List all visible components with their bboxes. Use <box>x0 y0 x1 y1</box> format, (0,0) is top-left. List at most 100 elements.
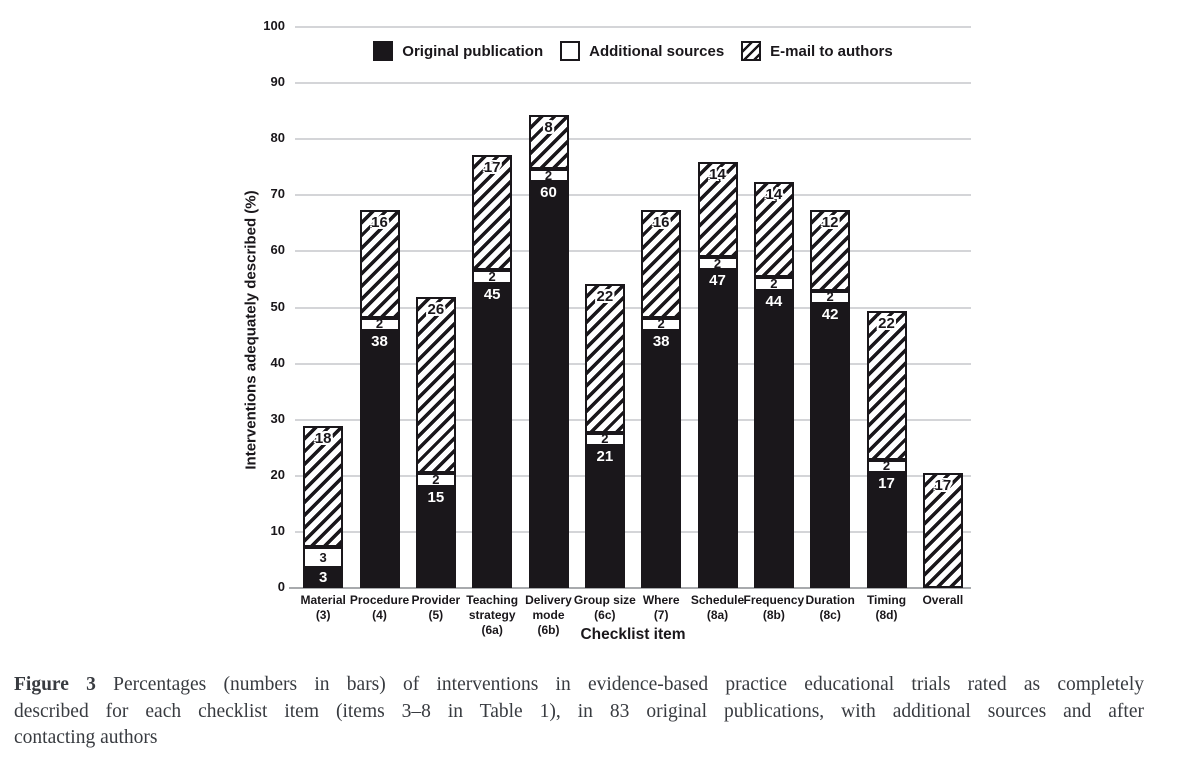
bar-segment-solid: 38 <box>359 331 400 588</box>
bar-segment-value: 38 <box>652 333 670 351</box>
bar-teaching-strategy: 45 2 17 <box>472 155 513 588</box>
bar-delivery-mode: 60 2 8 <box>528 114 569 588</box>
bar-segment-solid: 21 <box>584 446 625 588</box>
bar-duration: 42 2 12 <box>810 209 851 588</box>
y-axis-tick: 50 <box>270 298 285 314</box>
bar-segment-hatch: 12 <box>810 209 851 291</box>
gridline <box>295 138 971 141</box>
y-axis-tick: 70 <box>270 186 285 202</box>
x-axis-label-code: (8d) <box>875 608 898 622</box>
bar-segment-open: 2 <box>359 316 400 332</box>
x-axis-label-delivery-mode: Delivery mode (6b) <box>516 593 582 638</box>
bar-segment-value: 2 <box>432 471 440 487</box>
caption-line: Figure 3 Percentages (numbers in bars) o… <box>14 672 1144 699</box>
x-axis-label-name: Procedure <box>349 593 410 607</box>
y-axis-tick: 0 <box>277 579 285 594</box>
bar-segment-solid: 42 <box>810 304 851 588</box>
bar-segment-value: 2 <box>488 269 496 285</box>
bar-segment-hatch: 16 <box>359 209 400 318</box>
bar-segment-value: 22 <box>878 314 895 332</box>
gridline <box>295 26 971 28</box>
stacked-bar-chart: Original publication Additional sources … <box>242 18 971 643</box>
bar-segment-value: 14 <box>709 166 726 184</box>
x-axis-label-code: (8c) <box>819 608 841 622</box>
bar-segment-value: 2 <box>713 255 722 271</box>
bar-segment-hatch: 17 <box>922 473 963 588</box>
x-axis-label-code: (3) <box>315 608 331 622</box>
y-axis-tick: 90 <box>270 74 285 90</box>
legend-item-email-to-authors: E-mail to authors <box>741 41 893 61</box>
x-axis-label-material: Material (3) <box>290 593 356 623</box>
bar-segment-solid: 38 <box>641 331 682 588</box>
bar-segment-value: 38 <box>371 333 388 351</box>
bar-segment-value: 2 <box>375 316 384 332</box>
bar-segment-solid: 3 <box>303 567 344 588</box>
x-axis-label-teaching-strategy: Teaching strategy (6a) <box>459 593 525 638</box>
y-axis-tick: 20 <box>270 466 285 482</box>
bar-segment-hatch: 26 <box>415 297 456 474</box>
legend-item-original-publication: Original publication <box>373 41 543 61</box>
bar-segment-value: 17 <box>878 475 895 493</box>
bar-procedure: 38 2 16 <box>359 209 400 588</box>
bar-segment-value: 8 <box>544 118 553 136</box>
x-axis-label-name: Where <box>642 593 680 607</box>
y-axis-tick: 40 <box>270 354 285 370</box>
bar-segment-value: 2 <box>601 431 609 447</box>
bar-overall: 17 <box>922 473 963 588</box>
x-axis-label-name: Timing <box>866 593 907 607</box>
y-axis-title: Interventions adequately described (%) <box>242 190 260 470</box>
open-swatch-icon <box>560 41 581 61</box>
bar-segment-hatch: 16 <box>641 209 682 318</box>
bar-segment-value: 47 <box>709 272 726 290</box>
bar-provider: 15 2 26 <box>415 297 456 588</box>
legend-item-additional-sources: Additional sources <box>560 41 724 61</box>
gridline <box>295 474 971 477</box>
x-axis-label-code: (8b) <box>762 608 785 622</box>
bar-segment-hatch: 17 <box>472 155 513 271</box>
bar-segment-value: 17 <box>934 477 952 495</box>
gridline <box>295 82 971 85</box>
gridline <box>295 362 971 365</box>
bar-segment-value: 21 <box>596 448 614 466</box>
bar-segment-open: 2 <box>528 169 569 183</box>
bar-segment-value: 15 <box>427 488 445 506</box>
legend-label-email-to-authors: E-mail to authors <box>770 42 893 60</box>
y-axis-tick: 80 <box>270 130 285 146</box>
bar-segment-value: 26 <box>427 301 445 319</box>
bar-segment-value: 16 <box>652 213 670 231</box>
x-axis-label-code: (6a) <box>481 623 503 637</box>
gridline <box>295 194 971 197</box>
bar-segment-solid: 60 <box>528 182 569 588</box>
bar-segment-value: 17 <box>483 159 501 177</box>
bar-segment-value: 22 <box>596 287 614 305</box>
bar-segment-open: 2 <box>866 459 907 474</box>
x-axis-label-name: Overall <box>922 593 964 607</box>
bar-segment-open: 2 <box>415 471 456 487</box>
bar-segment-hatch: 8 <box>528 114 569 169</box>
x-axis-label-duration: Duration (8c) <box>797 593 863 623</box>
bar-segment-value: 18 <box>314 429 332 447</box>
bar-segment-open: 2 <box>641 317 682 332</box>
gridline <box>295 250 971 253</box>
bar-segment-value: 16 <box>371 213 388 231</box>
x-axis-label-timing: Timing (8d) <box>854 593 920 623</box>
y-axis-tick: 60 <box>270 242 285 258</box>
bar-segment-solid: 17 <box>866 473 907 588</box>
bar-segment-value: 12 <box>821 213 839 231</box>
x-axis-label-name: Frequency <box>743 593 805 607</box>
caption-text: Percentages (numbers in bars) of interve… <box>113 674 1144 695</box>
bar-group-size: 21 2 22 <box>584 283 625 588</box>
bar-schedule: 47 2 14 <box>697 162 738 588</box>
legend-label-additional-sources: Additional sources <box>589 42 725 60</box>
hatch-swatch-icon <box>741 41 762 61</box>
bar-segment-value: 14 <box>765 186 783 204</box>
x-axis-label-procedure: Procedure (4) <box>347 593 413 623</box>
bar-segment-open: 2 <box>472 269 513 285</box>
bar-where: 38 2 16 <box>641 209 682 588</box>
x-axis-label-name: Material <box>300 593 346 607</box>
bar-segment-value: 60 <box>540 184 557 202</box>
caption-line: contacting authors <box>14 727 158 748</box>
x-axis-label-name: Provider <box>411 593 461 607</box>
plot-area: 3 3 18 38 2 16 15 2 26 45 2 17 60 2 8 21 2 22 38 2 16 47 2 14 44… <box>289 26 971 589</box>
x-axis-label-name: Delivery mode <box>525 593 572 622</box>
